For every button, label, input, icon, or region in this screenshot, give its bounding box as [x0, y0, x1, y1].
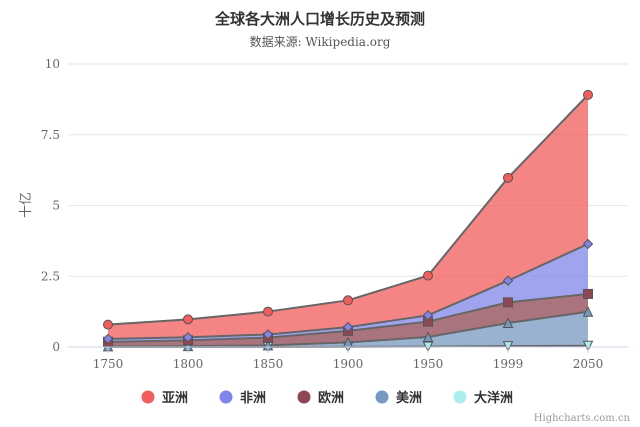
legend-item[interactable]: 欧洲 [297, 390, 345, 406]
legend-label: 美洲 [396, 390, 422, 406]
legend[interactable]: 亚洲 非洲 欧洲 美洲 大洋洲 [141, 390, 514, 407]
data-point-marker[interactable] [183, 314, 193, 325]
area-0 [108, 94, 588, 339]
data-point-marker[interactable] [343, 295, 353, 306]
data-point-marker[interactable] [582, 238, 594, 250]
legend-label: 大洋洲 [474, 390, 513, 406]
data-point-marker[interactable] [423, 270, 433, 281]
data-point-marker[interactable] [582, 306, 594, 317]
legend-symbol [219, 390, 233, 404]
x-tick-label: 2050 [573, 357, 604, 371]
legend-item[interactable]: 非洲 [219, 390, 267, 406]
legend-symbol [297, 390, 311, 404]
y-axis-ticks: 0 2.5 5 7.5 10 [41, 57, 60, 354]
data-point-marker[interactable] [583, 89, 593, 100]
legend-label: 欧洲 [318, 390, 344, 406]
legend-item[interactable]: 美洲 [375, 390, 423, 406]
data-point-marker[interactable] [262, 329, 274, 340]
legend-label: 亚洲 [162, 391, 188, 406]
data-point-marker[interactable] [422, 331, 434, 343]
data-point-marker[interactable] [102, 333, 114, 345]
x-axis-ticks: 1750 1800 1850 1900 1950 1999 2050 [93, 347, 604, 371]
x-tick-label: 1800 [173, 357, 204, 371]
y-axis-label: 十亿 [19, 192, 34, 218]
area-1 [108, 243, 588, 342]
chart-subtitle: 数据来源: Wikipedia.org [250, 34, 391, 49]
x-tick-label: 1850 [253, 357, 284, 371]
legend-symbol [453, 390, 467, 404]
y-tick-label: 5 [52, 199, 60, 213]
data-point-marker[interactable] [503, 172, 513, 183]
y-tick-label: 0 [52, 340, 60, 354]
data-point-marker[interactable] [103, 319, 113, 330]
credit-link[interactable]: Highcharts.com.cn [534, 413, 631, 424]
x-tick-label: 1900 [333, 357, 364, 371]
data-point-marker[interactable] [503, 297, 513, 308]
legend-item[interactable]: 大洋洲 [453, 390, 514, 406]
area-3 [108, 311, 588, 347]
data-point-marker[interactable] [182, 332, 194, 343]
data-point-marker[interactable] [502, 275, 514, 286]
data-point-marker[interactable] [342, 321, 354, 333]
data-point-marker[interactable] [582, 340, 594, 352]
y-tick-label: 7.5 [41, 128, 60, 142]
legend-item[interactable]: 亚洲 [141, 390, 189, 407]
x-tick-label: 1999 [493, 357, 524, 371]
data-point-marker[interactable] [422, 310, 434, 321]
data-point-marker[interactable] [502, 341, 514, 352]
chart-title: 全球各大洲人口增长历史及预测 [214, 10, 425, 28]
legend-label: 非洲 [240, 390, 266, 406]
data-point-marker[interactable] [583, 288, 593, 299]
data-point-marker[interactable] [502, 317, 514, 329]
legend-symbol [141, 390, 155, 404]
y-tick-label: 10 [45, 57, 60, 71]
data-point-marker[interactable] [263, 306, 273, 317]
x-tick-label: 1750 [93, 357, 124, 371]
series-areas [108, 94, 588, 347]
y-tick-label: 2.5 [41, 269, 60, 283]
legend-symbol [375, 390, 389, 404]
x-tick-label: 1950 [413, 357, 444, 371]
